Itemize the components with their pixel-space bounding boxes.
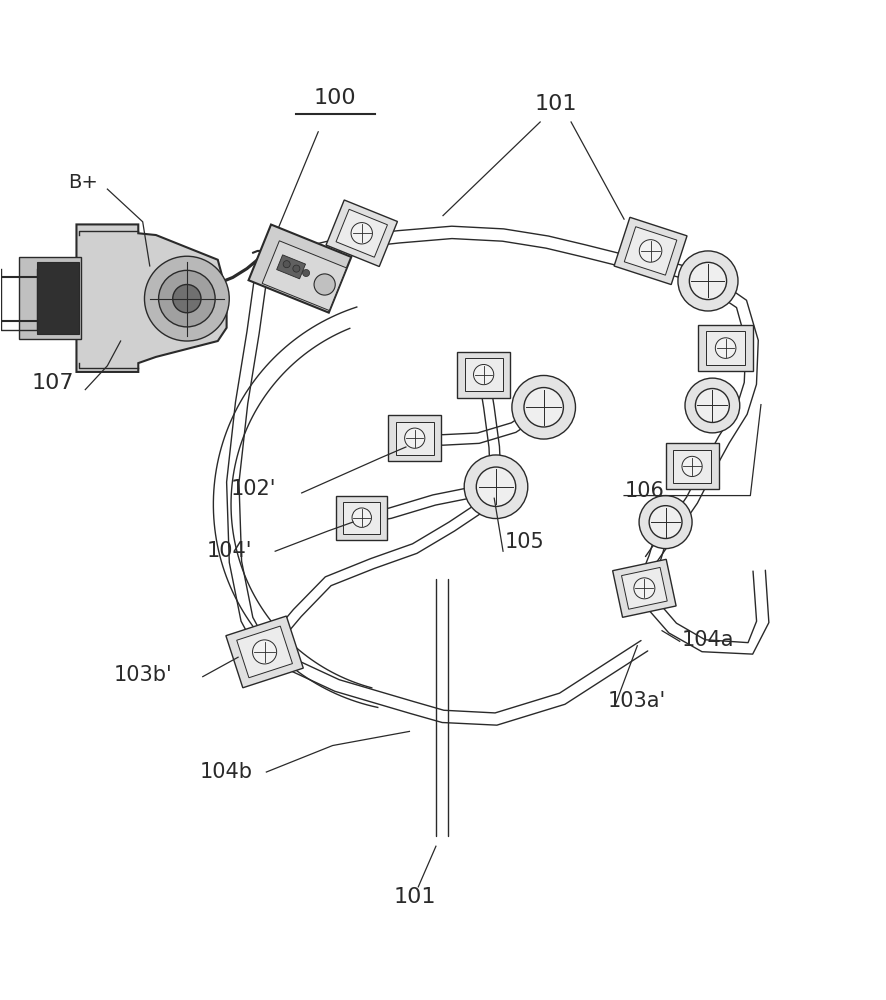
Polygon shape [249,225,351,313]
Circle shape [477,467,516,506]
Text: 104b: 104b [200,762,253,782]
Polygon shape [614,217,687,285]
Circle shape [633,578,655,599]
Polygon shape [226,616,303,688]
Circle shape [696,389,729,422]
Circle shape [405,428,425,448]
Polygon shape [612,559,676,617]
Polygon shape [276,255,306,279]
Text: B+: B+ [68,173,98,192]
Text: 103b': 103b' [113,665,172,685]
Polygon shape [19,257,81,339]
Polygon shape [698,325,753,371]
Polygon shape [336,496,387,540]
Circle shape [512,375,576,439]
Polygon shape [76,224,227,372]
Circle shape [173,284,201,313]
Circle shape [464,455,528,519]
Text: 103a': 103a' [608,691,666,711]
Polygon shape [36,262,79,334]
Polygon shape [262,241,346,311]
Text: 107: 107 [31,373,74,393]
Text: 100: 100 [314,88,356,108]
Text: 105: 105 [504,532,544,552]
Circle shape [649,506,682,539]
Text: 104a: 104a [681,630,734,650]
Circle shape [159,270,215,327]
Circle shape [473,364,494,385]
Circle shape [284,261,291,268]
Polygon shape [237,626,292,678]
Circle shape [314,274,335,295]
Polygon shape [621,567,667,609]
Circle shape [351,223,372,244]
Circle shape [678,251,738,311]
Circle shape [689,262,727,300]
Circle shape [524,388,563,427]
Circle shape [640,240,662,262]
Circle shape [352,508,371,527]
Polygon shape [396,422,434,455]
Polygon shape [343,502,380,534]
Text: 101: 101 [535,94,578,114]
Text: 101: 101 [393,887,436,907]
Polygon shape [388,415,441,461]
Polygon shape [706,331,745,365]
Polygon shape [464,358,502,391]
Text: 106: 106 [625,481,664,501]
Circle shape [682,456,703,477]
Circle shape [639,496,692,549]
Circle shape [302,269,309,277]
Polygon shape [665,443,719,489]
Polygon shape [625,227,677,275]
Polygon shape [673,450,711,483]
Text: 102': 102' [230,479,276,499]
Text: 104': 104' [206,541,252,561]
Circle shape [253,640,276,664]
Circle shape [293,265,300,272]
Circle shape [144,256,229,341]
Polygon shape [336,209,387,257]
Circle shape [715,338,736,358]
Polygon shape [457,352,510,398]
Polygon shape [326,200,398,267]
Circle shape [685,378,740,433]
